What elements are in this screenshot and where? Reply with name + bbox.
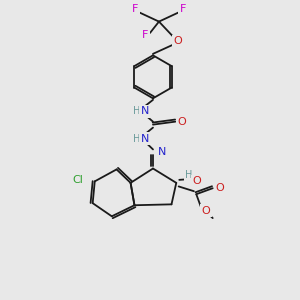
Text: N: N [141, 134, 149, 144]
Text: O: O [215, 183, 224, 193]
Text: F: F [132, 4, 138, 14]
Text: O: O [178, 117, 186, 127]
Text: H: H [133, 134, 140, 144]
Text: N: N [158, 147, 166, 158]
Text: O: O [202, 206, 210, 216]
Text: F: F [142, 30, 149, 40]
Text: H: H [133, 106, 140, 116]
Text: Cl: Cl [73, 175, 83, 185]
Text: F: F [180, 4, 186, 14]
Text: H: H [185, 170, 193, 180]
Text: O: O [193, 176, 202, 186]
Text: N: N [141, 106, 149, 116]
Text: O: O [173, 36, 182, 46]
